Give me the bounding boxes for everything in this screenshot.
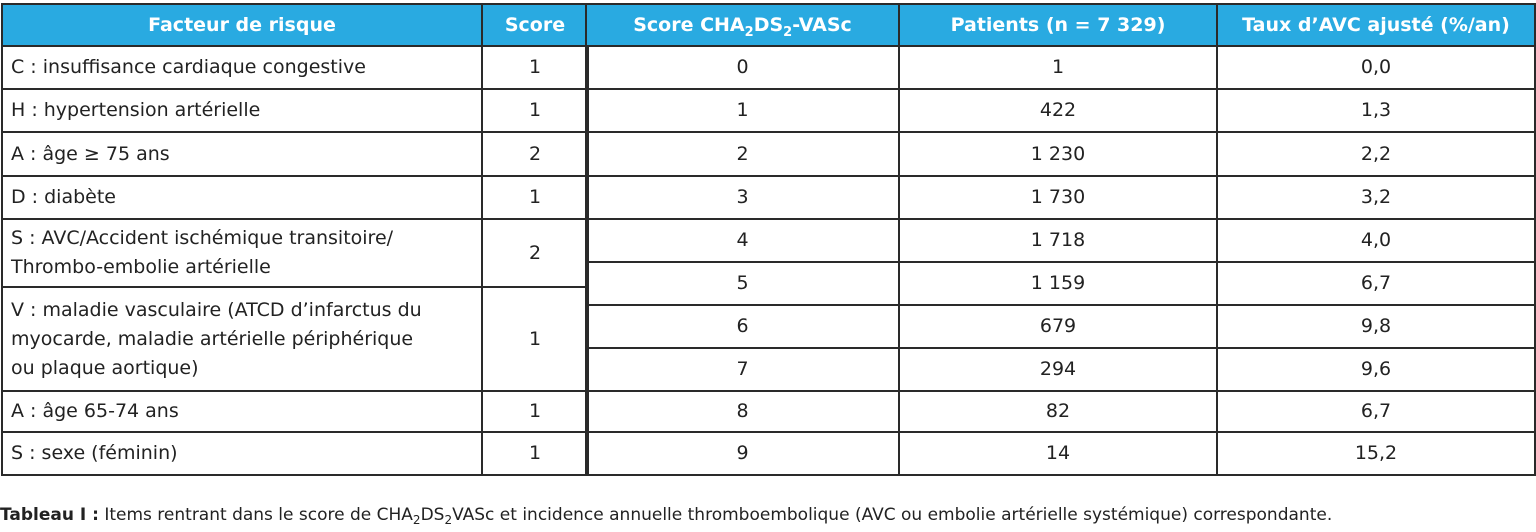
header-stroke-rate: Taux d’AVC ajusté (%/an) [1216, 3, 1536, 47]
score-value-cell: 0 [585, 45, 900, 90]
risk-score-cell: 1 [481, 175, 589, 220]
risk-factor-cell: D : diabète [1, 175, 483, 220]
score-value-cell: 8 [585, 390, 900, 433]
risk-factor-cell: H : hypertension artérielle [1, 88, 483, 133]
header-patients: Patients (n = 7 329) [898, 3, 1218, 47]
patients-cell: 679 [898, 304, 1218, 349]
score-value-cell: 3 [585, 175, 900, 220]
score-value-cell: 6 [585, 304, 900, 349]
risk-factor-line: V : maladie vasculaire (ATCD d’infarctus… [11, 298, 422, 321]
patients-cell: 422 [898, 88, 1218, 133]
score-value-cell: 1 [585, 88, 900, 133]
risk-factor-line: myocarde, maladie artérielle périphériqu… [11, 327, 414, 350]
risk-score-cell: 1 [481, 431, 589, 476]
stroke-rate-cell: 0,0 [1216, 45, 1536, 90]
patients-cell: 1 [898, 45, 1218, 90]
risk-row: C : insuffisance cardiaque congestive 1 [1, 45, 589, 90]
score-row: 4 1 718 4,0 [585, 218, 1536, 263]
risk-row: S : sexe (féminin) 1 [1, 431, 589, 476]
header-subscript: 2 [744, 25, 754, 40]
risk-score-cell: 1 [481, 390, 589, 433]
caption-text: Items rentrant dans le score de CHA [98, 505, 413, 525]
score-row: 7 294 9,6 [585, 347, 1536, 392]
table-caption: Tableau I : Items rentrant dans le score… [0, 505, 1333, 527]
risk-row: S : AVC/Accident ischémique transitoire/… [1, 218, 589, 288]
stroke-rate-cell: 9,8 [1216, 304, 1536, 349]
risk-factor-line: ou plaque aortique) [11, 356, 199, 379]
score-row: 5 1 159 6,7 [585, 261, 1536, 306]
score-value-cell: 9 [585, 431, 900, 476]
risk-score-cell: 1 [481, 45, 589, 90]
risk-row: A : âge 65-74 ans 1 [1, 390, 589, 433]
risk-factor-cell: S : sexe (féminin) [1, 431, 483, 476]
risk-factor-cell: A : âge ≥ 75 ans [1, 131, 483, 177]
risk-row: A : âge ≥ 75 ans 2 [1, 131, 589, 177]
header-score-text: Score CHA [633, 14, 745, 36]
stroke-rate-cell: 2,2 [1216, 131, 1536, 177]
stroke-rate-cell: 9,6 [1216, 347, 1536, 392]
score-row: 9 14 15,2 [585, 431, 1536, 476]
score-row: 1 422 1,3 [585, 88, 1536, 133]
stroke-rate-cell: 3,2 [1216, 175, 1536, 220]
risk-row: V : maladie vasculaire (ATCD d’infarctus… [1, 286, 589, 392]
risk-factor-line: Thrombo-embolie artérielle [11, 256, 271, 278]
caption-subscript: 2 [444, 513, 453, 527]
risk-table-header-row: Facteur de risque Score [1, 3, 589, 47]
score-value-cell: 4 [585, 218, 900, 263]
stroke-rate-cell: 15,2 [1216, 431, 1536, 476]
risk-score-cell: 1 [481, 286, 589, 392]
score-row: 8 82 6,7 [585, 390, 1536, 433]
patients-cell: 1 159 [898, 261, 1218, 306]
patients-cell: 1 230 [898, 131, 1218, 177]
risk-factor-cell: C : insuffisance cardiaque congestive [1, 45, 483, 90]
header-score: Score [481, 3, 589, 47]
patients-cell: 1 718 [898, 218, 1218, 263]
stroke-rate-cell: 6,7 [1216, 390, 1536, 433]
risk-factor-cell: V : maladie vasculaire (ATCD d’infarctus… [1, 286, 483, 392]
risk-factor-table: Facteur de risque Score C : insuffisance… [1, 3, 589, 476]
risk-row: D : diabète 1 [1, 175, 589, 220]
risk-score-cell: 1 [481, 88, 589, 133]
risk-row: H : hypertension artérielle 1 [1, 88, 589, 133]
stroke-rate-cell: 1,3 [1216, 88, 1536, 133]
score-row: 0 1 0,0 [585, 45, 1536, 90]
risk-score-cell: 2 [481, 218, 589, 288]
header-subscript: 2 [783, 25, 793, 40]
score-row: 2 1 230 2,2 [585, 131, 1536, 177]
caption-label: Tableau I : [0, 505, 99, 525]
header-factor: Facteur de risque [1, 3, 483, 47]
score-distribution-table: Score CHA2DS2-VASc Patients (n = 7 329) … [585, 3, 1536, 476]
score-value-cell: 7 [585, 347, 900, 392]
risk-factor-line: S : AVC/Accident ischémique transitoire/ [11, 227, 394, 249]
score-value-cell: 2 [585, 131, 900, 177]
score-row: 3 1 730 3,2 [585, 175, 1536, 220]
header-cha2ds2-vasc-score: Score CHA2DS2-VASc [585, 3, 900, 47]
stroke-rate-cell: 4,0 [1216, 218, 1536, 263]
score-value-cell: 5 [585, 261, 900, 306]
score-table-header-row: Score CHA2DS2-VASc Patients (n = 7 329) … [585, 3, 1536, 47]
score-row: 6 679 9,8 [585, 304, 1536, 349]
risk-factor-cell: A : âge 65-74 ans [1, 390, 483, 433]
patients-cell: 82 [898, 390, 1218, 433]
risk-score-cell: 2 [481, 131, 589, 177]
patients-cell: 14 [898, 431, 1218, 476]
header-score-text: -VASc [792, 14, 852, 36]
stroke-rate-cell: 6,7 [1216, 261, 1536, 306]
caption-text: VASc et incidence annuelle thromboemboli… [452, 505, 1333, 525]
caption-text: DS [420, 505, 445, 525]
patients-cell: 294 [898, 347, 1218, 392]
patients-cell: 1 730 [898, 175, 1218, 220]
header-score-text: DS [753, 14, 784, 36]
risk-factor-cell: S : AVC/Accident ischémique transitoire/… [1, 218, 483, 288]
caption-subscript: 2 [412, 513, 421, 527]
